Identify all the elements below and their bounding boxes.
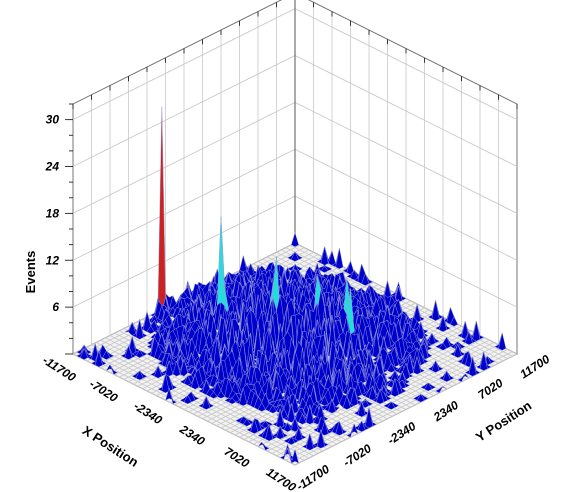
surface-cell [102, 350, 111, 360]
surface-cell [431, 360, 440, 373]
surface-cell [439, 315, 447, 332]
surface-cell [291, 231, 299, 247]
surface-cell [457, 373, 466, 383]
surface-cell [80, 347, 89, 360]
y-axis-title: Y Position [473, 398, 534, 445]
x-tick-label: -7020 [87, 377, 121, 406]
x-axis-title: X Position [80, 423, 142, 470]
surface-cell [453, 343, 462, 358]
surface-cell [424, 382, 433, 392]
surface-cell [342, 395, 351, 410]
surface-cell [154, 365, 163, 379]
surface-cell [305, 404, 314, 425]
surface-cell [320, 246, 329, 266]
surface-cell [287, 436, 296, 445]
surface-cell [298, 413, 307, 425]
surface-cell [109, 364, 118, 375]
surface-cell [135, 370, 144, 381]
z-tick-label: 18 [46, 206, 60, 220]
surface-cell [94, 350, 103, 368]
y-tick-label: -11700 [294, 462, 332, 492]
surface-cell [276, 425, 285, 440]
surface-cell [316, 429, 325, 449]
z-tick-label: 6 [52, 300, 59, 314]
surface-cell [387, 401, 396, 410]
surface-cell [413, 356, 422, 375]
surface-cell [183, 395, 192, 405]
surface-cell [357, 400, 366, 418]
surface-cell [416, 393, 425, 403]
surface-cell [464, 331, 473, 345]
surface-cell [124, 345, 133, 360]
surface-cell [450, 316, 459, 327]
y-tick-label: 7020 [475, 376, 505, 402]
surface-cell [479, 351, 488, 371]
x-tick-label: 11700 [264, 465, 299, 492]
surface-cell [257, 402, 266, 412]
x-tick-label: 2340 [177, 422, 208, 449]
surface-cell [346, 423, 355, 438]
surface-cell [376, 388, 385, 405]
surface-cell [361, 273, 370, 286]
surface-cell [242, 418, 251, 427]
surface-cell [387, 363, 396, 373]
surface-cell [291, 251, 299, 262]
surface-cell [431, 300, 440, 321]
surface-cell [335, 247, 344, 270]
surface-cell [335, 420, 344, 436]
surface-cell [169, 387, 178, 405]
surface-cell [320, 266, 329, 273]
surface-cell [228, 397, 237, 405]
surface-cell [442, 370, 451, 382]
surface-cell [217, 390, 225, 399]
x-tick-label: -2340 [131, 399, 165, 428]
surface-cell [435, 386, 444, 394]
surface-cell [439, 342, 447, 351]
z-tick-label: 24 [45, 160, 60, 174]
x-tick-label: -11700 [40, 353, 78, 385]
y-tick-label: 11700 [517, 352, 552, 382]
y-tick-label: -7020 [341, 441, 375, 470]
y-tick-label: -2340 [385, 419, 419, 448]
surface-cell [390, 378, 399, 397]
surface-mesh [76, 106, 507, 464]
z-tick-label: 30 [46, 113, 60, 127]
surface-cell [135, 319, 144, 340]
surface-cell [291, 448, 299, 464]
surface-cell [191, 373, 200, 390]
surface-cell [468, 356, 477, 377]
x-tick-label: 7020 [222, 444, 252, 470]
surface-cell [146, 325, 155, 334]
surface-cell [172, 360, 181, 377]
surface-cell [209, 391, 218, 399]
surface-cell [202, 395, 211, 410]
surface-cell [328, 398, 336, 414]
surface-cell [239, 387, 248, 406]
surface-cell [283, 422, 292, 432]
surface-cell [265, 424, 274, 442]
surface-cell [305, 433, 314, 451]
surface-cell [261, 441, 270, 451]
surface-cell [357, 420, 366, 432]
surface-cell [268, 404, 277, 414]
surface-cell [180, 359, 188, 377]
surface-cell [250, 417, 259, 434]
z-axis-title: Events [23, 251, 38, 294]
z-tick-label: 12 [46, 253, 60, 267]
y-tick-label: 2340 [430, 398, 461, 425]
surface-cell [135, 349, 144, 358]
surface-cell [498, 332, 507, 351]
